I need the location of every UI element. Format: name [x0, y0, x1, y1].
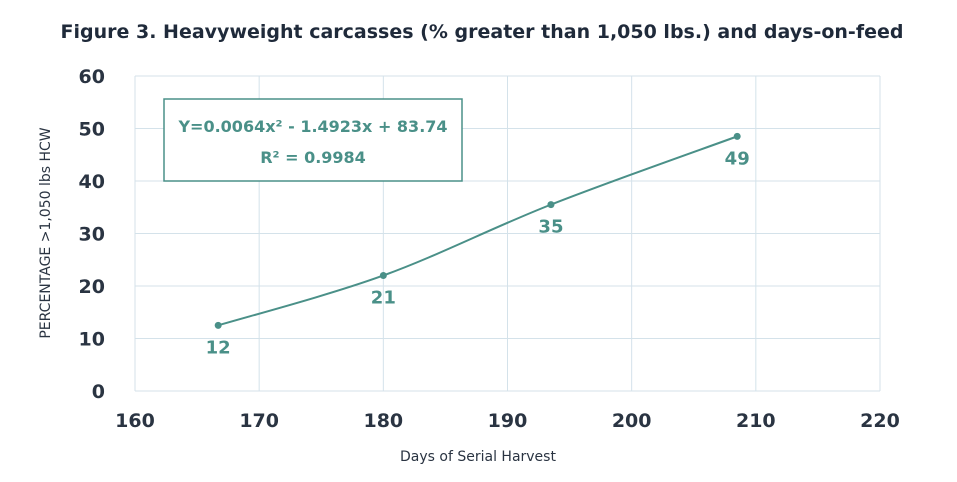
data-label: 49 — [725, 148, 750, 169]
data-point — [214, 321, 222, 329]
x-axis-ticks: 160 170 180 190 200 210 220 — [115, 410, 900, 432]
equation-box: Y=0.0064x² - 1.4923x + 83.74 R² = 0.9984 — [163, 98, 463, 182]
series: 12 21 35 49 — [206, 132, 750, 358]
x-tick-label: 160 — [115, 410, 155, 432]
x-tick-label: 190 — [488, 410, 528, 432]
y-axis-label: PERCENTAGE >1,050 lbs HCW — [38, 127, 54, 338]
data-point — [547, 201, 555, 209]
y-tick-label: 0 — [92, 381, 105, 403]
x-tick-label: 170 — [239, 410, 279, 432]
x-tick-label: 180 — [363, 410, 403, 432]
y-tick-label: 30 — [79, 224, 105, 246]
series-line — [217, 135, 738, 327]
y-tick-label: 10 — [79, 329, 105, 351]
y-tick-label: 60 — [79, 66, 105, 88]
chart-title: Figure 3. Heavyweight carcasses (% great… — [61, 21, 904, 43]
data-point — [733, 132, 741, 140]
x-tick-label: 210 — [736, 410, 776, 432]
x-axis-label: Days of Serial Harvest — [400, 449, 556, 465]
x-tick-label: 220 — [860, 410, 900, 432]
y-axis-ticks: 0 10 20 30 40 50 60 — [79, 66, 105, 403]
y-tick-label: 40 — [79, 171, 105, 193]
data-label: 35 — [538, 217, 563, 238]
data-label: 12 — [206, 337, 231, 358]
equation-text: Y=0.0064x² - 1.4923x + 83.74 — [177, 117, 447, 136]
y-tick-label: 20 — [79, 276, 105, 298]
r-squared-text: R² = 0.9984 — [260, 148, 366, 167]
y-tick-label: 50 — [79, 119, 105, 141]
data-point — [379, 272, 387, 279]
data-label: 21 — [371, 288, 396, 309]
x-tick-label: 200 — [612, 410, 652, 432]
